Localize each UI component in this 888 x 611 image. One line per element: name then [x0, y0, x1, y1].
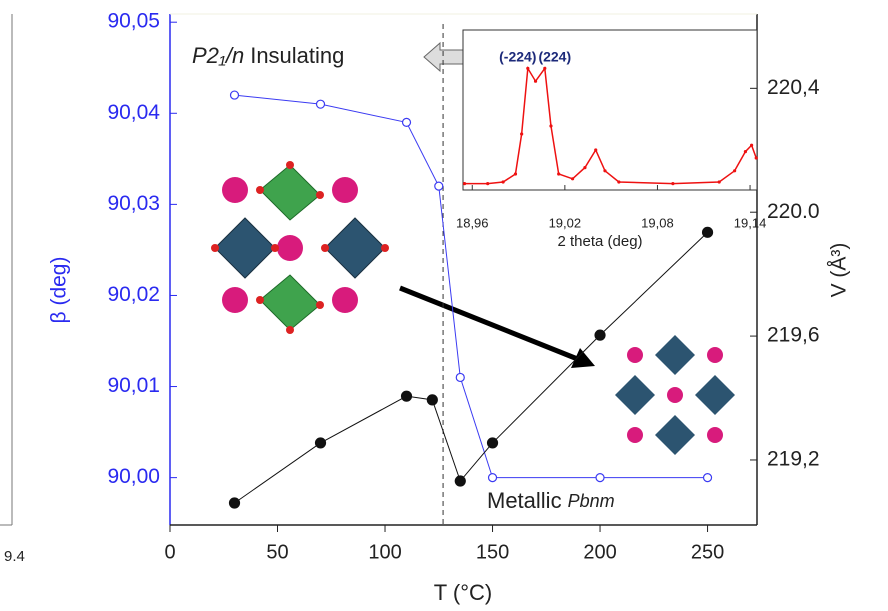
inset-point: [514, 172, 517, 175]
data-point: [230, 498, 240, 508]
x-tick-label: 0: [164, 541, 175, 563]
data-point: [456, 373, 464, 381]
x-tick-label: 200: [583, 541, 616, 563]
y-axis-title: β (deg): [48, 257, 71, 324]
page: {"chart_data": { "type": "line", "x_labe…: [0, 0, 888, 611]
data-point: [403, 118, 411, 126]
data-point: [435, 182, 443, 190]
inset-point: [502, 180, 505, 183]
inset-point: [520, 132, 523, 135]
phase-symbol: P2₁/n: [192, 43, 244, 68]
inset-point: [733, 169, 736, 172]
x-tick-label: 50: [266, 541, 288, 563]
inset-point: [486, 182, 489, 185]
y-tick-label: 90,02: [107, 283, 160, 306]
inset-point: [463, 182, 466, 185]
inset-x-tick-label: 18,96: [456, 215, 489, 230]
y-tick-label: 90,04: [107, 101, 160, 124]
data-point: [317, 100, 325, 108]
inset-point: [571, 177, 574, 180]
y2-tick-label: 219,6: [767, 324, 820, 347]
y-tick-label: 90,05: [107, 10, 160, 33]
x-tick-label: 250: [691, 541, 724, 563]
data-point: [488, 438, 498, 448]
inset-point: [755, 156, 758, 159]
inset-point: [603, 169, 606, 172]
inset-point: [534, 80, 537, 83]
inset-point: [718, 180, 721, 183]
x-tick-label: 150: [476, 541, 509, 563]
y2-tick-label: 219,2: [767, 448, 820, 471]
structure-small: [615, 335, 735, 455]
y-tick-label: 90,03: [107, 192, 160, 215]
peak-label: (-224): [499, 49, 536, 65]
data-point: [489, 474, 497, 482]
data-point: [704, 474, 712, 482]
phase-high-label: Metallic Pbnm: [487, 488, 615, 513]
x-axis-title: T (°C): [434, 580, 493, 605]
inset-point: [750, 144, 753, 147]
data-point: [316, 438, 326, 448]
y-tick-label: 90,01: [107, 374, 160, 397]
data-point: [455, 476, 465, 486]
data-point: [596, 474, 604, 482]
fragment-label: 9.4: [4, 548, 25, 565]
inset-point: [557, 172, 560, 175]
inset-x-tick-label: 19,14: [734, 215, 767, 230]
inset-point: [543, 67, 546, 70]
inset-x-axis-title: 2 theta (deg): [557, 233, 642, 250]
phase-label: Insulating: [250, 43, 344, 68]
inset-point: [617, 180, 620, 183]
phase-label: Metallic: [487, 488, 562, 513]
phase-symbol: Pbnm: [568, 491, 615, 511]
inset-point: [526, 67, 529, 70]
y2-tick-label: 220.0: [767, 200, 820, 223]
y2-tick-label: 220,4: [767, 76, 820, 99]
data-point: [427, 395, 437, 405]
peak-label: (224): [538, 49, 571, 65]
x-tick-label: 100: [368, 541, 401, 563]
data-point: [703, 227, 713, 237]
data-point: [231, 91, 239, 99]
data-point: [402, 391, 412, 401]
data-point: [595, 330, 605, 340]
inset-point: [671, 182, 674, 185]
inset-x-tick-label: 19,02: [549, 215, 582, 230]
inset-point: [583, 166, 586, 169]
inset-point: [744, 150, 747, 153]
y-tick-label: 90,00: [107, 465, 160, 488]
inset-x-tick-label: 19,08: [641, 215, 674, 230]
inset-point: [594, 148, 597, 151]
chart: 9.4 β (deg) V (Å³) T (°C) P2₁/nInsulatin…: [0, 0, 888, 611]
inset-point: [549, 124, 552, 127]
y2-axis-title: V (Å³): [828, 243, 851, 298]
